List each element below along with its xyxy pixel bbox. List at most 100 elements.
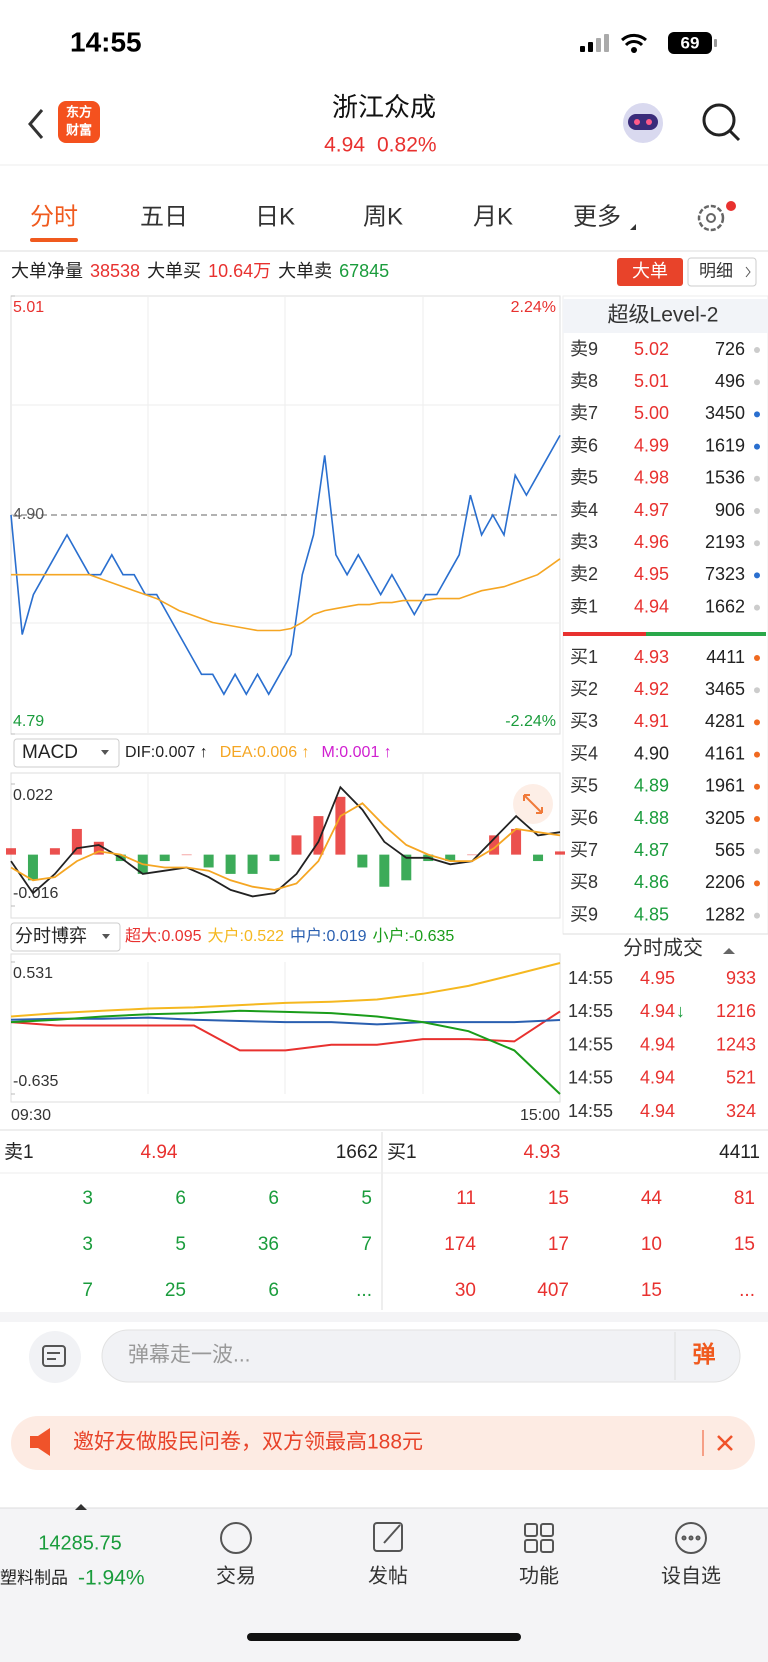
status-icons (580, 32, 717, 54)
order-volume: 906 (715, 500, 745, 520)
queue-order: 17 (548, 1234, 569, 1255)
comment-placeholder: 弹幕走一波... (128, 1344, 251, 1367)
trade-time: 14:55 (568, 1001, 613, 1021)
order-dot (754, 572, 760, 579)
settings-icon[interactable] (697, 201, 736, 232)
y-tick-label: 0.531 (13, 965, 53, 982)
indicator-select[interactable] (10, 922, 121, 952)
status-time: 14:55 (70, 26, 142, 57)
logo-text: 财富 (66, 122, 92, 137)
order-dot (754, 347, 760, 353)
order-volume: 1961 (705, 776, 745, 796)
order-dot (754, 411, 760, 418)
queue-order: 44 (641, 1188, 663, 1209)
queue-order: 6 (175, 1188, 186, 1209)
close-button[interactable] (717, 1435, 733, 1451)
order-volume: 1282 (705, 904, 745, 924)
macd-bar (6, 848, 16, 855)
robot-icon[interactable] (623, 103, 663, 143)
tab[interactable]: 分时 (30, 203, 78, 230)
tab[interactable]: 更多 (573, 203, 621, 230)
indicator-select[interactable] (13, 738, 120, 768)
order-price: 4.90 (634, 743, 669, 763)
chevron (745, 266, 751, 278)
sector-name: 塑料制品 (0, 1568, 68, 1587)
plot-frame (10, 953, 561, 1103)
tab[interactable]: 周K (363, 203, 403, 230)
big-order-net-label: 大单净量 (11, 261, 83, 281)
detail-button[interactable] (687, 257, 757, 287)
queue-order: 5 (361, 1188, 372, 1209)
big-order-buy: 10.64万 (208, 261, 271, 281)
tab[interactable]: 月K (473, 203, 513, 230)
queue-order: 81 (734, 1188, 755, 1209)
order-price: 4.91 (634, 711, 669, 731)
queue-order: 6 (268, 1188, 279, 1209)
tab-strip (0, 1484, 768, 1508)
order-balance (646, 632, 766, 636)
button-label[interactable]: 大单 (632, 261, 668, 281)
order-price: 4.85 (634, 904, 669, 924)
order-price: 4.88 (634, 808, 669, 828)
queue-volume: 4411 (719, 1142, 760, 1163)
series-line (10, 435, 561, 696)
separator (0, 1312, 768, 1322)
macd-bar (49, 848, 60, 855)
banner-text: 邀好友做股民问卷，双方领最高188元 (73, 1431, 423, 1454)
button-label[interactable]: 明细 (699, 261, 733, 280)
order-dot (754, 443, 760, 450)
indicator-title: 分时博弈 (15, 926, 87, 946)
trade-time: 14:55 (568, 1034, 613, 1054)
expand-index[interactable] (75, 1504, 87, 1510)
collapse-icon[interactable] (723, 948, 735, 954)
nav-item[interactable]: 交易 (216, 1564, 256, 1587)
big-order-sell-label: 大单卖 (278, 261, 332, 281)
nav-item[interactable]: 发帖 (368, 1564, 408, 1587)
order-label: 买6 (570, 808, 598, 828)
order-dot (754, 816, 760, 822)
order-dot (754, 604, 760, 611)
y-tick-label: -0.635 (13, 1073, 58, 1090)
order-price: 4.89 (634, 776, 669, 796)
legend-entry: DIF:0.007 ↑ (125, 744, 208, 761)
nav-icons[interactable] (220, 1522, 707, 1554)
order-price: 4.92 (634, 679, 669, 699)
macd-bar (27, 854, 38, 881)
order-label: 买3 (570, 711, 598, 731)
nav-item[interactable]: 设自选 (661, 1564, 721, 1587)
series-line (10, 1009, 561, 1095)
stock-name: 浙江众成 (332, 92, 436, 122)
order-volume: 3465 (705, 679, 745, 699)
danmu-icon[interactable] (29, 1331, 81, 1383)
search-icon[interactable] (702, 103, 741, 142)
trade-time: 14:55 (568, 1068, 613, 1088)
queue-order: 30 (455, 1280, 476, 1301)
trade-volume: 521 (726, 1068, 756, 1088)
order-dot (754, 475, 760, 482)
big-order-button[interactable] (617, 258, 683, 286)
app-logo[interactable] (58, 101, 100, 143)
y-tick-label: 5.01 (13, 299, 44, 316)
order-dot (754, 379, 760, 386)
trade-volume: 1243 (716, 1034, 756, 1054)
x-tick-label: 15:00 (520, 1107, 560, 1124)
back-button[interactable] (28, 109, 44, 139)
macd-bar (269, 854, 280, 862)
comment-input[interactable] (101, 1329, 741, 1383)
order-volume: 7323 (705, 564, 745, 584)
legend-entry: 中户:0.019 (290, 927, 367, 945)
macd-bar (445, 854, 456, 862)
indicator-title: MACD (22, 742, 78, 763)
order-price: 4.95 (634, 564, 669, 584)
banner[interactable] (11, 1416, 755, 1470)
big-order-net: 38538 (90, 261, 140, 281)
tab[interactable]: 日K (255, 203, 295, 230)
tab[interactable]: 五日 (140, 203, 188, 230)
queue-order: 15 (641, 1280, 662, 1301)
danmu-button[interactable]: 弹 (693, 1341, 716, 1367)
pct-label: 2.24% (511, 299, 556, 316)
nav-item[interactable]: 功能 (519, 1564, 559, 1587)
queue-order: 6 (268, 1280, 279, 1301)
expand-icon[interactable] (513, 784, 553, 824)
